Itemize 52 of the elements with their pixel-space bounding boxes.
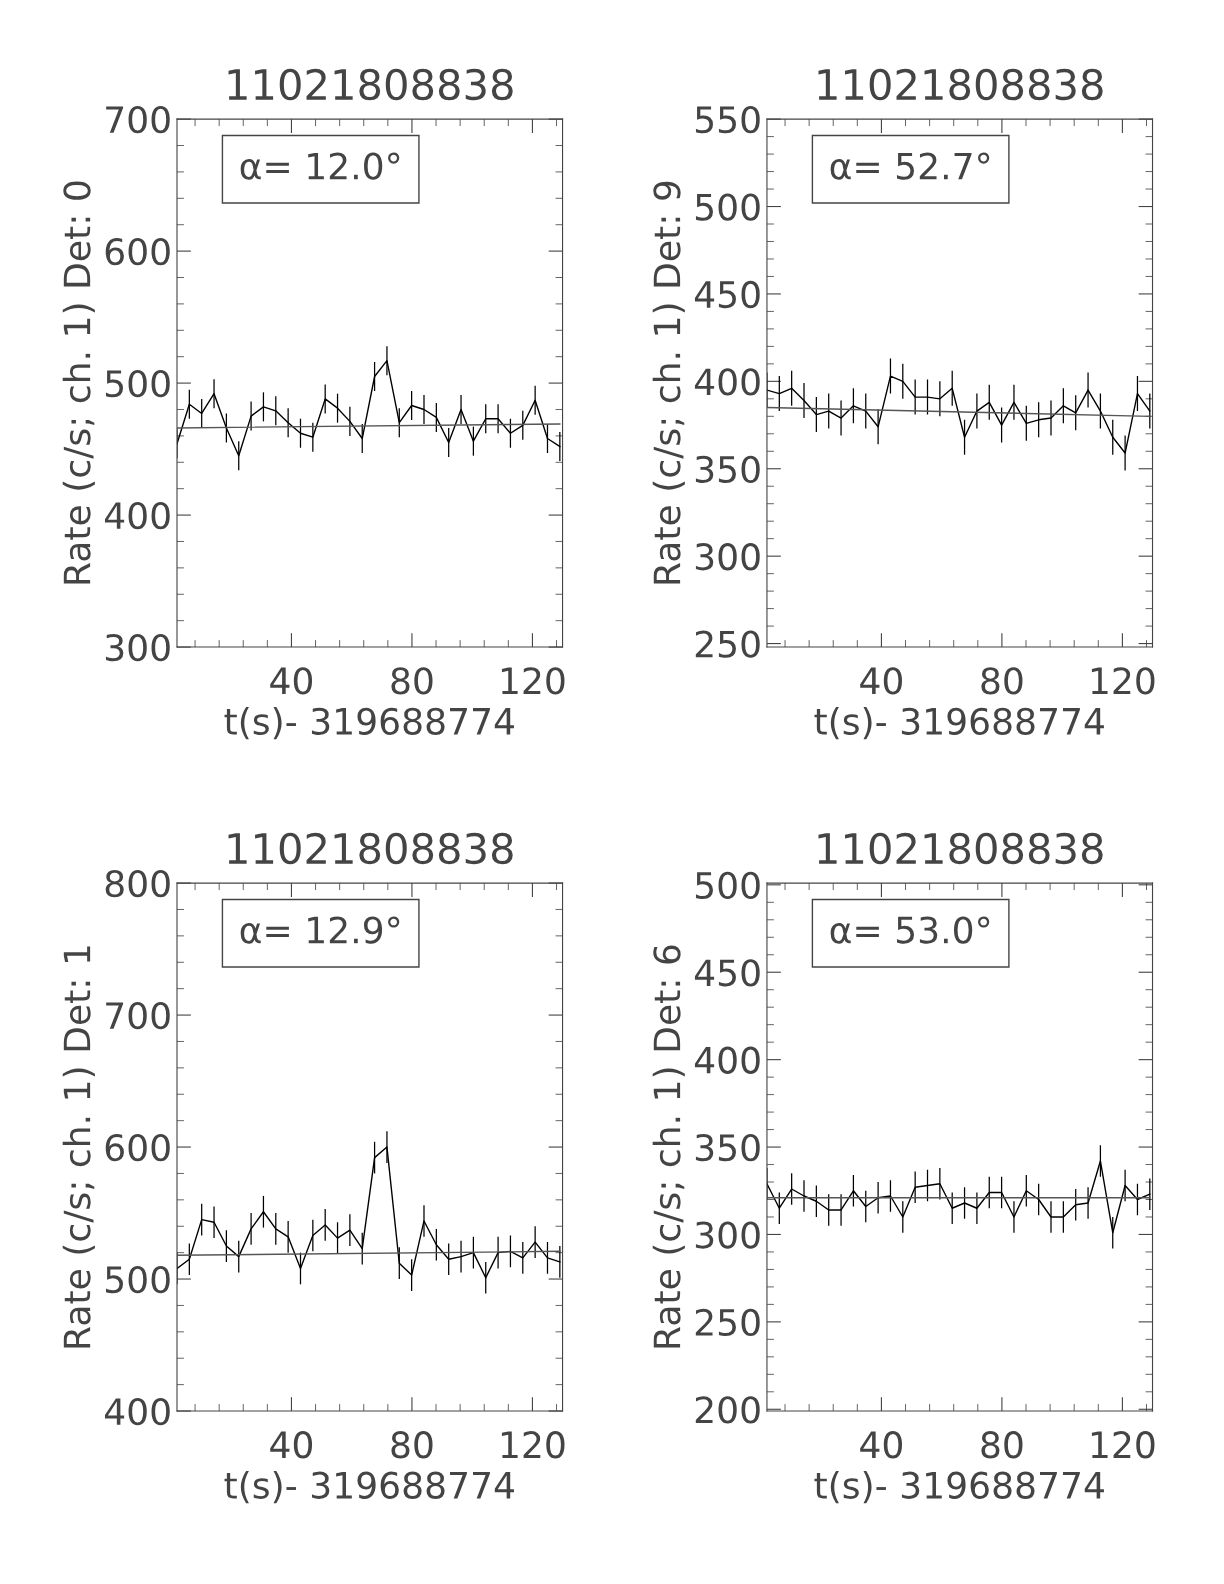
y-tick-label: 800 <box>105 870 170 898</box>
y-tick-label: 300 <box>105 633 170 662</box>
y-axis-title: Rate (c/s; ch. 1) Det: 0 <box>62 181 95 584</box>
x-tick-label: 120 <box>501 1431 565 1459</box>
x-tick-label: 40 <box>860 1431 902 1459</box>
x-tick-label: 120 <box>501 667 565 695</box>
x-axis-title: t(s)- 319688774 <box>814 707 1104 740</box>
y-axis-title: Rate (c/s; ch. 1) Det: 6 <box>652 945 685 1348</box>
chart-title: 11021808838 <box>818 832 1103 865</box>
y-tick-label: 500 <box>105 1265 170 1294</box>
y-tick-label: 500 <box>695 871 760 900</box>
y-tick-label: 450 <box>694 280 760 309</box>
y-axis-title: Rate (c/s; ch. 1) Det: 1 <box>62 946 95 1348</box>
y-tick-label: 300 <box>695 543 760 571</box>
y-tick-label: 350 <box>695 1133 760 1162</box>
x-tick-label: 80 <box>391 1431 433 1459</box>
x-axis-title: t(s)- 319688774 <box>224 707 514 740</box>
y-tick-label: 400 <box>104 1397 170 1426</box>
x-tick-label: 40 <box>270 667 313 695</box>
y-tick-label: 250 <box>695 630 760 658</box>
x-tick-label: 80 <box>981 1431 1023 1459</box>
y-tick-label: 400 <box>104 502 170 530</box>
y-tick-label: 550 <box>695 106 760 134</box>
x-tick-label: 120 <box>1091 667 1155 695</box>
annotation: α= 53.0° <box>830 916 990 944</box>
y-tick-label: 300 <box>695 1221 760 1249</box>
y-tick-label: 250 <box>695 1308 760 1337</box>
y-tick-label: 500 <box>695 193 760 221</box>
chart-title: 11021808838 <box>818 68 1103 101</box>
y-tick-label: 500 <box>105 370 170 398</box>
chart-title: 11021808838 <box>228 68 513 101</box>
y-tick-label: 700 <box>106 106 170 134</box>
x-axis-title: t(s)- 319688774 <box>224 1471 514 1504</box>
y-tick-label: 200 <box>695 1396 760 1424</box>
y-tick-label: 450 <box>694 959 760 987</box>
annotation: α= 52.7° <box>830 152 990 180</box>
x-tick-label: 80 <box>391 667 433 695</box>
y-tick-label: 600 <box>105 238 170 266</box>
y-tick-label: 600 <box>105 1133 170 1162</box>
x-tick-label: 80 <box>981 667 1023 695</box>
annotation: α= 12.0° <box>240 152 400 180</box>
y-axis-title: Rate (c/s; ch. 1) Det: 9 <box>652 181 685 584</box>
chart-title: 11021808838 <box>228 832 513 865</box>
x-tick-label: 120 <box>1091 1431 1155 1459</box>
x-tick-label: 40 <box>860 667 902 695</box>
y-tick-label: 700 <box>106 1001 170 1030</box>
y-tick-label: 400 <box>694 1046 760 1074</box>
x-axis-title: t(s)- 319688774 <box>814 1471 1104 1504</box>
y-tick-label: 350 <box>695 455 760 483</box>
x-tick-label: 40 <box>270 1431 313 1459</box>
annotation: α= 12.9° <box>240 916 400 944</box>
y-tick-label: 400 <box>694 368 760 396</box>
